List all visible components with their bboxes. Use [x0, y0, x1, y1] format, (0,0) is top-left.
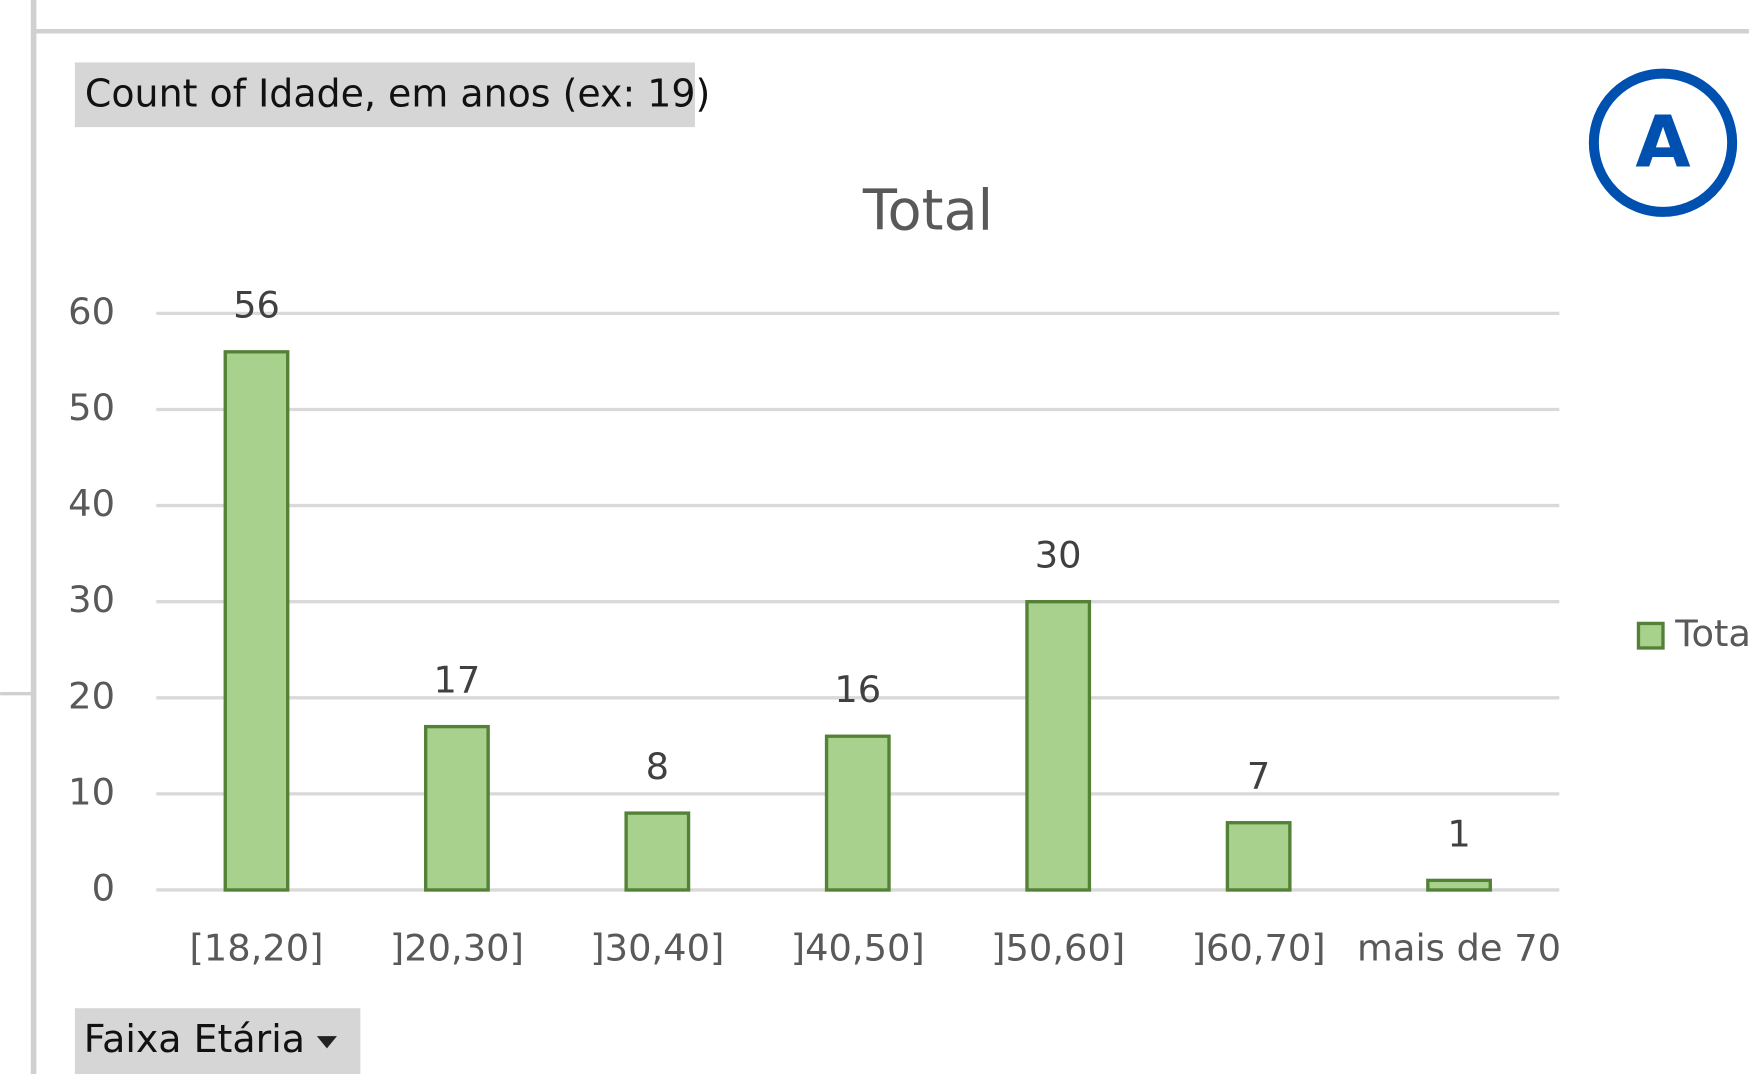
data-label: 1	[1447, 812, 1470, 855]
axis-field-label: Faixa Etária	[84, 1017, 305, 1061]
annotation-circle	[1588, 68, 1738, 217]
bar	[1225, 821, 1292, 892]
legend-label: Total	[1674, 612, 1749, 655]
x-tick-label: ]60,70]	[1192, 927, 1326, 970]
annotation: A	[1635, 101, 1690, 184]
chart-title: Total	[862, 178, 993, 243]
y-tick-label: 0	[92, 866, 115, 909]
dropdown-arrow	[316, 1036, 337, 1049]
x-tick-label: [18,20]	[189, 927, 323, 970]
data-label: 17	[433, 659, 480, 702]
x-tick-label: ]30,40]	[590, 927, 724, 970]
bar	[1426, 878, 1492, 892]
bar	[223, 350, 290, 892]
bar	[624, 811, 691, 892]
data-label: 30	[1035, 534, 1082, 577]
x-tick-label: mais de 70	[1357, 927, 1561, 970]
data-label: 7	[1247, 755, 1270, 798]
y-tick-label: 10	[68, 770, 115, 813]
x-tick-label: ]40,50]	[791, 927, 925, 970]
y-tick-label: 60	[68, 290, 115, 333]
data-label: 16	[834, 668, 881, 711]
x-tick-label: ]50,60]	[991, 927, 1125, 970]
y-tick-label: 30	[68, 578, 115, 621]
bar	[1025, 600, 1092, 892]
bar	[424, 724, 490, 892]
data-label: 56	[233, 284, 280, 327]
x-tick-label: ]20,30]	[390, 927, 524, 970]
y-tick-label: 20	[68, 674, 115, 717]
value-field-label: Count of Idade, em anos (ex: 19)	[85, 71, 710, 115]
axis-field-button[interactable]	[74, 1008, 361, 1074]
y-tick-label: 40	[68, 482, 115, 525]
value-field-button[interactable]	[74, 62, 695, 128]
legend-swatch	[1636, 621, 1665, 650]
y-tick-label: 50	[68, 386, 115, 429]
data-label: 8	[646, 745, 669, 788]
bar	[824, 734, 891, 892]
